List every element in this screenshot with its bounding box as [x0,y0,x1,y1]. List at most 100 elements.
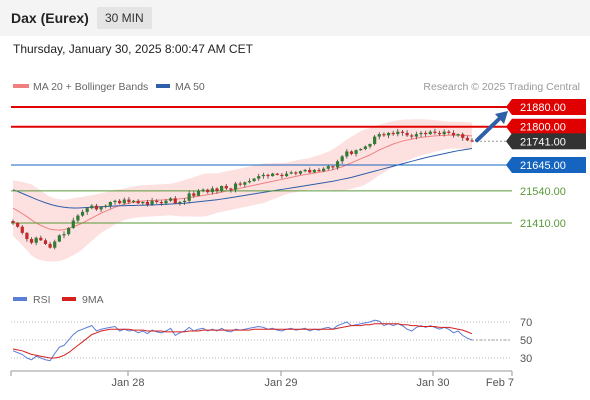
candle-body [99,206,103,210]
candle-body [271,173,275,177]
candle-body [456,134,460,136]
resistance-label: 21880.00 [520,102,566,114]
candle-body [229,188,233,190]
candle-body [173,198,177,204]
candle-body [192,193,196,196]
candle-body [363,146,367,149]
candle-body [85,208,89,212]
candle-body [90,205,94,209]
candle-body [261,174,265,177]
candle-body [331,166,335,168]
candle-body [400,131,405,133]
ma50-line [12,147,473,209]
support-label: 21540.00 [520,186,566,198]
price-levels [11,106,512,224]
candle-body [131,200,136,203]
last-price-label: 21741.00 [520,136,566,148]
candle-body [257,176,261,179]
candle-body [233,183,238,190]
last-price-box [512,133,586,150]
timeframe-badge[interactable]: 30 MIN [97,7,152,29]
candle-body [373,136,377,145]
candle-body [428,131,432,135]
candle-body [80,211,85,216]
candle-body [182,200,187,203]
candle-body [25,232,29,240]
candle-body [104,205,108,207]
candle-body [424,132,428,135]
bollinger-band-area [13,119,472,262]
candle-body [169,198,173,201]
candle-body [94,205,99,210]
candle-body [303,169,307,172]
candle-body [294,172,298,174]
candle-body [252,178,256,182]
time-tick-label: Jan 28 [111,377,144,389]
candle-body [164,200,168,204]
candle-body [405,132,409,136]
candle-body [11,221,15,223]
candle-body [308,169,312,173]
candle-body [414,134,418,137]
candle-body [136,200,140,204]
candle-body [335,161,340,168]
candle-body [150,200,154,205]
candle-body [118,200,122,204]
candle-body [57,235,61,242]
candle-body [419,132,423,135]
chart-header: Dax (Eurex) 30 MIN [0,0,590,36]
resistance-label-box [512,99,586,115]
candle-body [122,199,126,204]
candle-body [48,243,52,248]
candle-body [317,169,321,172]
candle-body [410,135,414,137]
rsi-tick-label: 50 [520,335,532,347]
candle-body [280,174,284,177]
candle-body [470,140,474,142]
candle-body [29,239,34,243]
candle-body [53,241,57,248]
candle-body [266,174,270,177]
candle-body [16,223,20,227]
last-price-tip [506,133,512,150]
pivot-label-tip [506,157,512,173]
resistance-label-tip [506,99,512,115]
rsi-legend-label: RSI [33,294,51,306]
candle-body [382,134,386,136]
candle-body [71,220,75,228]
projection-arrow [475,111,508,143]
candle-body [127,199,131,203]
time-axis-ticks: Jan 28 Jan 29 Jan 30 Feb 7 [10,371,514,389]
candle-body [145,202,150,205]
price-labels: 21880.00 21800.00 21741.00 21645.00 21540.00… [506,99,586,230]
candle-body [39,237,43,241]
rsi-tick-label: 70 [520,317,532,329]
candle-body [312,169,316,173]
candle-body [206,189,210,193]
candle-body [340,156,344,162]
candle-body [141,202,145,204]
candle-body [62,234,66,236]
candle-body [442,131,446,135]
candle-body [359,148,363,151]
rsi-ma-legend-label: 9MA [82,294,104,306]
candle-body [326,166,330,169]
candle-body [187,193,191,201]
candle-body [201,189,205,191]
candle-body [247,181,252,183]
candle-body [76,215,80,221]
support-label: 21410.00 [520,218,566,230]
candle-body [178,202,182,204]
rsi-ma-line [12,323,473,359]
candle-body [238,183,242,185]
ma20-line [12,134,473,231]
candle-body [349,151,354,154]
pivot-label: 21645.00 [520,160,566,172]
candle-body [437,132,442,135]
candle-body [20,226,24,233]
rsi-panel: 70 50 30 [11,317,532,365]
candle-body [108,202,112,206]
candle-body [354,150,358,154]
candle-body [159,202,163,204]
